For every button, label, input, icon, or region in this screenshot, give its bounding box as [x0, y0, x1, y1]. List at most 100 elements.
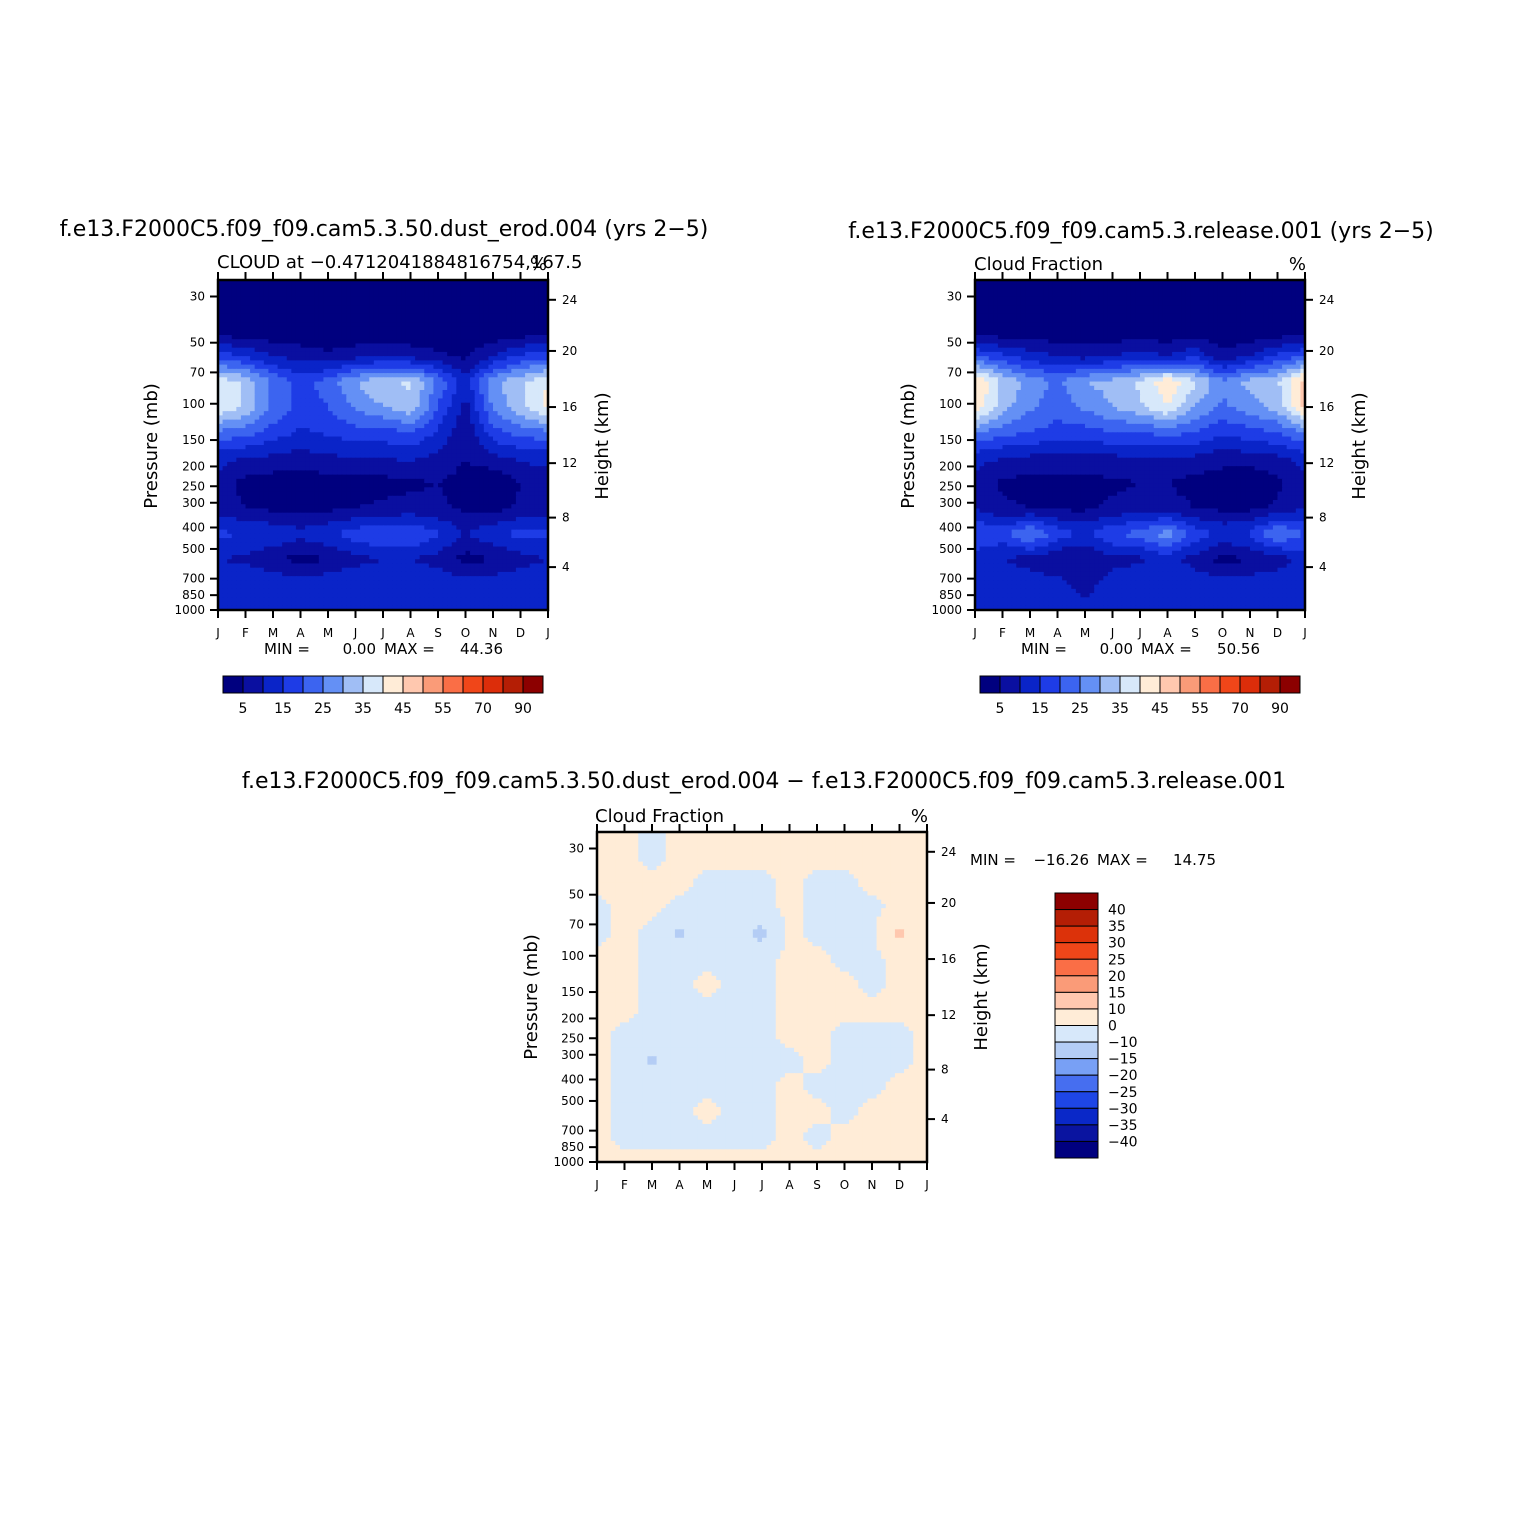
contour-cell	[323, 347, 329, 353]
contour-cell	[245, 449, 251, 455]
contour-cell	[263, 360, 270, 366]
contour-cell	[493, 305, 499, 311]
contour-cell	[396, 474, 402, 480]
contour-cell	[309, 478, 315, 484]
contour-cell	[341, 411, 347, 416]
contour-cell	[387, 449, 393, 455]
contour-cell	[525, 512, 531, 518]
contour-cell	[410, 318, 416, 323]
contour-cell	[295, 318, 302, 323]
contour-cell	[259, 284, 265, 290]
contour-cell	[387, 436, 393, 442]
contour-cell	[218, 529, 224, 535]
contour-cell	[433, 445, 439, 450]
contour-cell	[428, 313, 435, 319]
contour-cell	[493, 415, 499, 421]
contour-cell	[350, 516, 357, 522]
contour-cell	[295, 563, 302, 569]
contour-cell	[515, 364, 522, 370]
contour-cell	[543, 318, 548, 323]
contour-cell	[263, 406, 270, 412]
contour-cell	[506, 296, 512, 302]
contour-cell	[451, 419, 457, 425]
contour-cell	[488, 453, 494, 459]
contour-cell	[236, 406, 242, 412]
contour-cell	[332, 546, 338, 552]
contour-cell	[488, 559, 494, 565]
contour-cell	[323, 343, 329, 349]
contour-cell	[497, 495, 503, 501]
contour-cell	[534, 330, 540, 336]
contour-cell	[470, 525, 476, 531]
contour-cell	[346, 546, 352, 552]
contour-cell	[460, 461, 467, 467]
contour-cell	[277, 313, 283, 319]
contour-cell	[460, 411, 467, 416]
contour-cell	[222, 542, 228, 548]
contour-cell	[479, 525, 485, 531]
contour-cell	[387, 542, 393, 548]
contour-cell	[277, 474, 283, 480]
contour-cell	[309, 292, 315, 298]
contour-cell	[456, 533, 462, 539]
contour-cell	[525, 398, 531, 404]
contour-cell	[286, 470, 292, 476]
contour-cell	[355, 461, 361, 467]
contour-cell	[419, 411, 425, 416]
contour-cell	[360, 394, 366, 400]
contour-cell	[424, 487, 430, 493]
contour-cell	[387, 457, 393, 463]
contour-cell	[282, 347, 288, 353]
contour-cell	[277, 449, 283, 455]
contour-cell	[511, 394, 517, 400]
contour-cell	[506, 508, 512, 514]
contour-cell	[250, 550, 256, 556]
contour-cell	[447, 318, 453, 323]
contour-cell	[456, 364, 462, 370]
contour-cell	[250, 567, 256, 573]
contour-cell	[291, 483, 297, 488]
contour-cell	[332, 398, 338, 404]
contour-cell	[305, 390, 311, 395]
contour-cell	[387, 461, 393, 467]
contour-cell	[305, 504, 311, 510]
contour-cell	[373, 428, 380, 433]
contour-cell	[245, 368, 251, 374]
contour-cell	[305, 495, 311, 501]
contour-cell	[488, 398, 494, 404]
contour-cell	[355, 288, 361, 294]
contour-cell	[346, 339, 352, 345]
contour-cell	[419, 461, 425, 467]
contour-cell	[511, 343, 517, 349]
contour-cell	[502, 470, 508, 476]
contour-cell	[383, 343, 389, 349]
contour-cell	[520, 322, 526, 328]
contour-cell	[493, 398, 499, 404]
contour-cell	[282, 457, 288, 463]
contour-cell	[392, 423, 398, 429]
contour-cell	[254, 292, 260, 298]
contour-cell	[419, 385, 425, 391]
contour-cell	[488, 309, 494, 315]
contour-cell	[240, 432, 247, 438]
contour-cell	[328, 525, 334, 531]
contour-cell	[328, 500, 334, 505]
contour-cell	[493, 495, 499, 501]
contour-cell	[309, 483, 315, 488]
contour-cell	[415, 457, 421, 463]
contour-cell	[442, 330, 448, 336]
contour-cell	[346, 512, 352, 518]
contour-cell	[419, 296, 425, 302]
contour-cell	[222, 288, 228, 294]
contour-cell	[520, 423, 526, 429]
contour-cell	[291, 415, 297, 421]
contour-cell	[263, 470, 270, 476]
contour-cell	[428, 343, 435, 349]
contour-cell	[300, 550, 306, 556]
contour-cell	[378, 453, 384, 459]
contour-cell	[273, 474, 279, 480]
contour-cell	[231, 567, 237, 573]
contour-cell	[460, 364, 467, 370]
contour-cell	[470, 351, 476, 357]
contour-cell	[451, 296, 457, 302]
